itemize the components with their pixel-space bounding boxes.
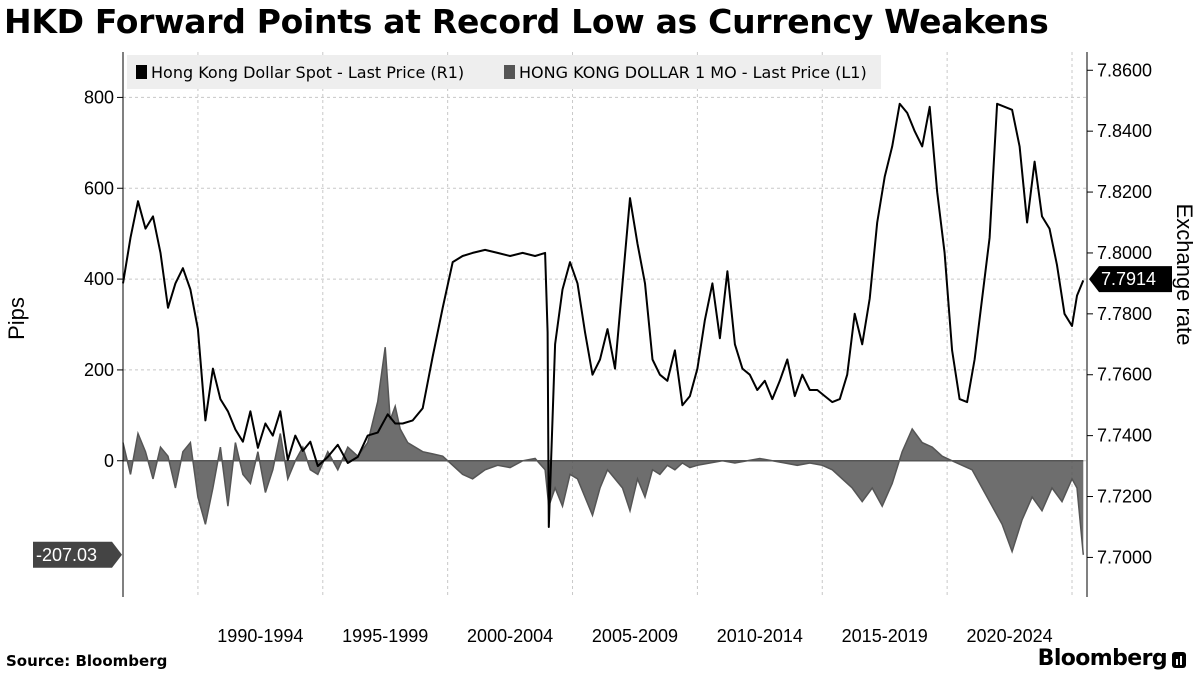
x-tick-label: 1995-1999 (342, 626, 428, 646)
legend: Hong Kong Dollar Spot - Last Price (R1) H… (127, 55, 881, 89)
forward-points-series (122, 347, 1085, 555)
right-tick-label: 7.8400 (1097, 121, 1152, 141)
left-tick-label: 0 (104, 451, 114, 471)
right-tick-label: 7.7400 (1097, 426, 1152, 446)
spot-line (122, 102, 1085, 528)
left-tick-label: 600 (84, 178, 114, 198)
x-tick-label: 2000-2004 (467, 626, 553, 646)
axes: 0 200 400 600 800 7.7000 7.7200 7.7400 7.7600 7.7… (4, 52, 1197, 646)
right-tick-label: 7.7600 (1097, 365, 1152, 385)
spot-last-value-box (1089, 266, 1172, 293)
legend-swatch-spot (136, 65, 147, 79)
right-tick-label: 7.8200 (1097, 182, 1152, 202)
spot-series (122, 102, 1085, 528)
left-tick-label: 800 (84, 87, 114, 107)
right-tick-label: 7.7000 (1097, 547, 1152, 567)
right-tick-label: 7.8000 (1097, 243, 1152, 263)
legend-label-forward: HONG KONG DOLLAR 1 MO - Last Price (L1) (519, 63, 867, 82)
gridlines (123, 52, 1087, 597)
forward-last-value-label: -207.03 (36, 545, 97, 565)
forward-last-value-box (33, 541, 122, 568)
logo-text: Bloomberg (1037, 646, 1168, 671)
source-note: Source: Bloomberg (6, 652, 168, 670)
x-tick-label: 2005-2009 (592, 626, 678, 646)
forward-points-area (123, 347, 1084, 555)
right-tick-label: 7.8600 (1097, 60, 1152, 80)
x-tick-label: 2020-2024 (967, 626, 1053, 646)
spot-last-value-label: 7.7914 (1101, 269, 1156, 289)
x-tick-label: 2015-2019 (842, 626, 928, 646)
left-tick-label: 200 (84, 360, 114, 380)
left-axis-title: Pips (4, 297, 29, 340)
chart-title: HKD Forward Points at Record Low as Curr… (4, 2, 1049, 41)
right-tick-label: 7.7200 (1097, 487, 1152, 507)
right-tick-label: 7.7800 (1097, 304, 1152, 324)
bloomberg-mark-icon (1172, 651, 1186, 668)
legend-label-spot: Hong Kong Dollar Spot - Last Price (R1) (151, 63, 464, 82)
legend-swatch-forward (504, 65, 515, 79)
bloomberg-logo: Bloomberg (1038, 646, 1186, 671)
forward-points-line (122, 347, 1085, 555)
x-tick-label: 2010-2014 (717, 626, 803, 646)
left-tick-label: 400 (84, 269, 114, 289)
x-tick-label: 1990-1994 (217, 626, 303, 646)
right-axis-title: Exchange rate (1172, 204, 1197, 346)
